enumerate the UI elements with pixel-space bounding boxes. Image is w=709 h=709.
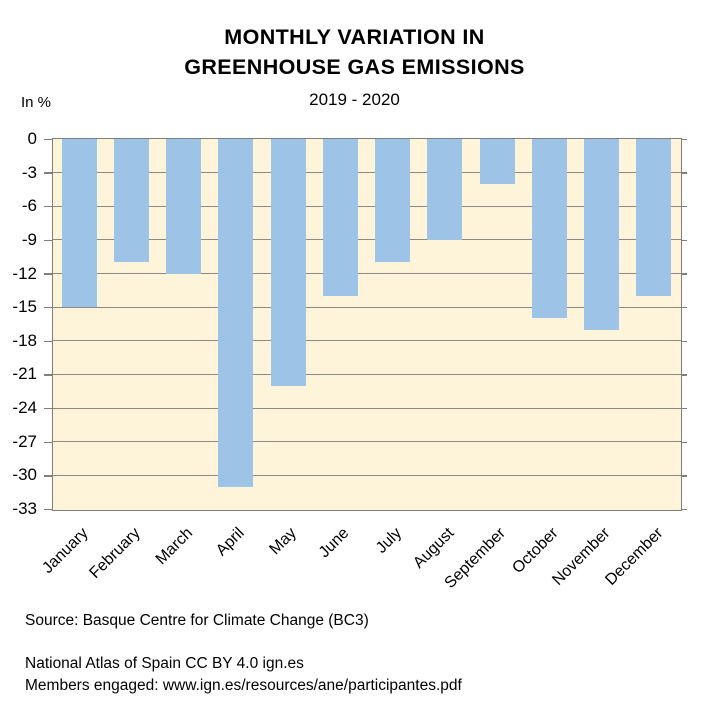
gridline--30 bbox=[53, 474, 681, 476]
gridline--21 bbox=[53, 373, 681, 375]
bar-april bbox=[218, 139, 254, 487]
y-tick-label--21: -21 bbox=[12, 364, 37, 384]
x-label-january: January bbox=[39, 524, 92, 577]
bar-march bbox=[166, 139, 202, 274]
y-tick-mark-left--18 bbox=[44, 340, 52, 342]
bar-may bbox=[270, 139, 306, 386]
plot-area bbox=[52, 138, 682, 511]
y-tick-mark-right--30 bbox=[682, 475, 687, 477]
y-tick-mark-right--24 bbox=[682, 407, 687, 410]
gridline--9 bbox=[53, 239, 681, 241]
source-text: Source: Basque Centre for Climate Change… bbox=[25, 612, 369, 629]
y-tick-label--15: -15 bbox=[12, 297, 37, 317]
y-tick-label--24: -24 bbox=[12, 398, 37, 418]
bar-february bbox=[113, 139, 149, 263]
y-tick-label--12: -12 bbox=[12, 263, 37, 283]
gridline--3 bbox=[53, 172, 681, 174]
y-tick-mark-right-0 bbox=[682, 138, 687, 141]
y-tick-mark-right--3 bbox=[682, 172, 687, 174]
x-label-october: October bbox=[509, 524, 562, 577]
y-tick-label--30: -30 bbox=[12, 465, 37, 485]
y-tick-mark-right--15 bbox=[682, 306, 687, 309]
bar-august bbox=[427, 139, 463, 240]
x-label-february: February bbox=[86, 524, 144, 582]
y-tick-mark-right--9 bbox=[682, 239, 687, 242]
bar-december bbox=[636, 139, 672, 296]
attribution-block: National Atlas of Spain CC BY 4.0 ign.es… bbox=[25, 653, 462, 697]
members-text: Members engaged: www.ign.es/resources/an… bbox=[25, 677, 462, 694]
gridline--15 bbox=[53, 306, 681, 308]
chart-subtitle: 2019 - 2020 bbox=[309, 90, 400, 109]
y-tick-mark-left--6 bbox=[44, 206, 52, 208]
y-tick-label--3: -3 bbox=[21, 162, 37, 182]
gridline--18 bbox=[53, 340, 681, 342]
y-tick-mark-right--33 bbox=[682, 508, 687, 511]
x-label-march: March bbox=[152, 524, 196, 569]
chart-title-line1: MONTHLY VARIATION IN bbox=[224, 25, 485, 49]
bar-july bbox=[375, 139, 411, 263]
y-tick-label-0: 0 bbox=[27, 129, 37, 148]
x-label-july: July bbox=[372, 524, 405, 557]
bar-november bbox=[584, 139, 620, 330]
x-label-may: May bbox=[266, 524, 301, 559]
bar-october bbox=[531, 139, 567, 319]
gridline--6 bbox=[53, 205, 681, 207]
y-tick-label--18: -18 bbox=[12, 330, 37, 350]
y-tick-mark-left--27 bbox=[44, 441, 52, 443]
y-tick-mark-right--27 bbox=[682, 441, 687, 443]
y-tick-mark-left--33 bbox=[44, 508, 52, 511]
y-tick-label--27: -27 bbox=[12, 431, 37, 451]
y-tick-mark-right--12 bbox=[682, 273, 687, 275]
y-tick-label--9: -9 bbox=[21, 229, 37, 249]
bar-june bbox=[322, 139, 358, 296]
y-tick-mark-left--24 bbox=[44, 407, 52, 410]
y-tick-mark-right--6 bbox=[682, 206, 687, 208]
x-label-april: April bbox=[213, 524, 249, 560]
y-tick-label--6: -6 bbox=[21, 196, 37, 216]
bar-september bbox=[479, 139, 515, 184]
x-label-june: June bbox=[315, 524, 353, 562]
y-tick-mark-left--21 bbox=[44, 374, 52, 376]
y-tick-mark-left--3 bbox=[44, 172, 52, 174]
y-tick-mark-left--30 bbox=[44, 475, 52, 477]
y-tick-mark-left-0 bbox=[44, 138, 52, 141]
bar-january bbox=[61, 139, 97, 308]
gridline--12 bbox=[53, 273, 681, 275]
x-label-august: August bbox=[409, 524, 458, 572]
y-tick-mark-left--12 bbox=[44, 273, 52, 275]
chart-title-line2: GREENHOUSE GAS EMISSIONS bbox=[184, 55, 525, 79]
y-tick-label--33: -33 bbox=[12, 499, 37, 518]
gridline--27 bbox=[53, 441, 681, 443]
y-tick-mark-right--21 bbox=[682, 374, 687, 376]
y-tick-mark-left--15 bbox=[44, 306, 52, 309]
chart-title-block: MONTHLY VARIATION IN GREENHOUSE GAS EMIS… bbox=[0, 22, 709, 111]
attribution-text: National Atlas of Spain CC BY 4.0 ign.es bbox=[25, 655, 304, 672]
y-tick-mark-left--9 bbox=[44, 239, 52, 242]
y-tick-mark-right--18 bbox=[682, 340, 687, 342]
gridline--24 bbox=[53, 407, 681, 409]
y-axis-unit-label: In % bbox=[21, 94, 52, 111]
